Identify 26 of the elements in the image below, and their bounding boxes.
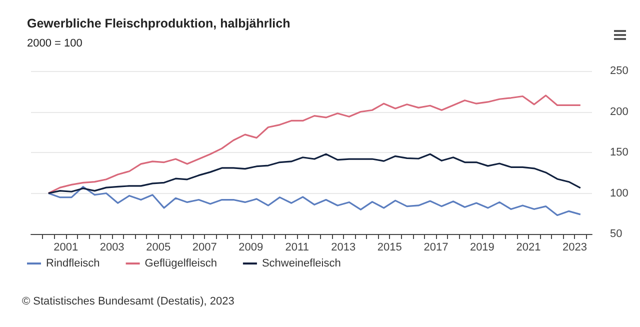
legend-label: Schweinefleisch bbox=[262, 258, 341, 270]
x-tick-label: 2023 bbox=[562, 242, 587, 254]
y-tick-label: 100 bbox=[610, 187, 628, 200]
line-series bbox=[48, 186, 582, 216]
x-tick-label: 2007 bbox=[192, 242, 217, 254]
line-series bbox=[48, 153, 582, 194]
text: © Statistisches Bundesamt (Destatis), 2023 bbox=[22, 296, 234, 308]
legend-label: Geflügelfleisch bbox=[144, 258, 217, 270]
x-tick-label: 2015 bbox=[377, 242, 402, 254]
x-tick-label: 2021 bbox=[516, 242, 541, 254]
y-tick-label: 50 bbox=[610, 228, 622, 240]
line-series bbox=[48, 94, 582, 194]
x-tick-label: 2019 bbox=[470, 242, 494, 254]
legend-label: Rindfleisch bbox=[46, 258, 100, 270]
y-tick-label: 150 bbox=[610, 146, 628, 158]
x-tick-label: 2009 bbox=[238, 242, 264, 254]
x-tick-label: 2005 bbox=[146, 242, 171, 254]
x-tick-label: 2001 bbox=[54, 242, 78, 254]
chart-title: Gewerbliche Fleischproduktion, halbjährlich bbox=[27, 16, 290, 30]
x-tick-label: 2003 bbox=[100, 242, 124, 254]
x-tick-label: 2017 bbox=[424, 242, 448, 254]
x-tick-label: 2013 bbox=[331, 242, 356, 254]
chart-subtitle: 2000 = 100 bbox=[27, 38, 82, 50]
x-tick-label: 2011 bbox=[285, 242, 309, 254]
y-tick-label: 250 bbox=[610, 65, 628, 77]
y-tick-label: 200 bbox=[610, 106, 628, 118]
